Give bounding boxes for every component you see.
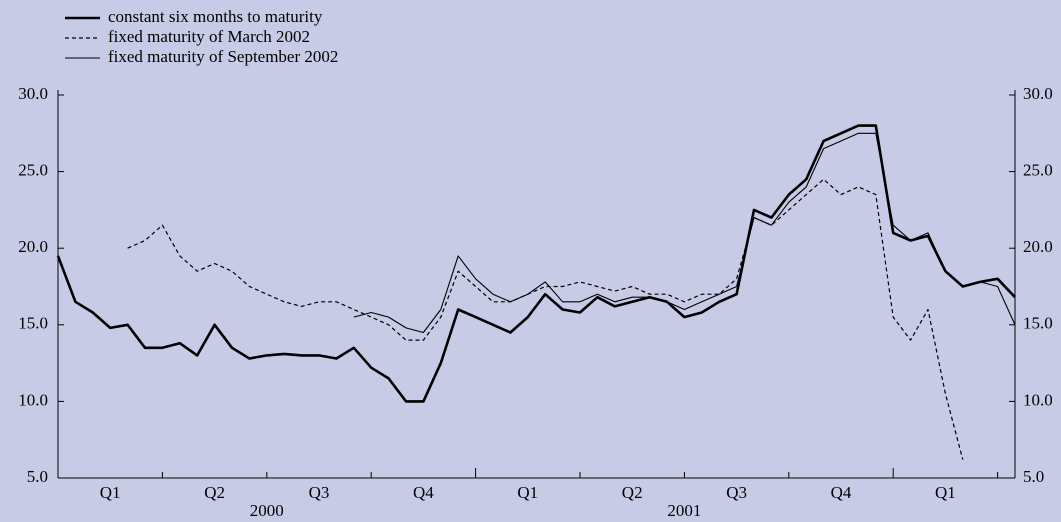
x-tick-label: Q1	[517, 483, 538, 502]
y-tick-label: 30.0	[18, 84, 48, 103]
legend-label: fixed maturity of March 2002	[108, 27, 310, 46]
x-tick-label: Q2	[622, 483, 643, 502]
legend-label: constant six months to maturity	[108, 7, 323, 26]
y2-tick-label: 30.0	[1023, 84, 1053, 103]
x-tick-label: Q3	[309, 483, 330, 502]
x-tick-label: Q4	[831, 483, 852, 502]
y2-tick-label: 5.0	[1023, 467, 1044, 486]
y-tick-label: 20.0	[18, 237, 48, 256]
y2-tick-label: 20.0	[1023, 237, 1053, 256]
y2-tick-label: 10.0	[1023, 390, 1053, 409]
x-tick-label: Q1	[100, 483, 121, 502]
y-tick-label: 25.0	[18, 161, 48, 180]
y2-tick-label: 15.0	[1023, 314, 1053, 333]
y2-tick-label: 25.0	[1023, 161, 1053, 180]
series-line	[56, 124, 1016, 403]
y-tick-label: 10.0	[18, 390, 48, 409]
x-tick-label: Q4	[413, 483, 434, 502]
y-tick-label: 5.0	[27, 467, 48, 486]
x-tick-label: Q1	[935, 483, 956, 502]
series-line	[353, 132, 1016, 334]
legend-label: fixed maturity of September 2002	[108, 47, 338, 66]
year-label: 2000	[250, 501, 284, 520]
x-tick-label: Q3	[726, 483, 747, 502]
y-tick-label: 15.0	[18, 314, 48, 333]
x-tick-label: Q2	[204, 483, 225, 502]
year-label: 2001	[667, 501, 701, 520]
